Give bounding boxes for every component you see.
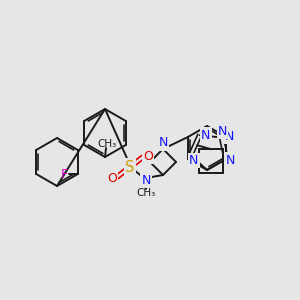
Text: CH₃: CH₃ xyxy=(136,188,156,198)
Text: N: N xyxy=(225,154,235,166)
Text: F: F xyxy=(61,167,68,181)
Text: N: N xyxy=(224,130,234,142)
Text: S: S xyxy=(125,160,135,175)
Text: CH₃: CH₃ xyxy=(98,139,117,149)
Text: N: N xyxy=(218,125,227,138)
Text: N: N xyxy=(189,154,198,167)
Text: N: N xyxy=(158,136,168,149)
Text: N: N xyxy=(141,173,151,187)
Text: N: N xyxy=(201,129,210,142)
Text: O: O xyxy=(143,149,153,163)
Text: O: O xyxy=(107,172,117,184)
